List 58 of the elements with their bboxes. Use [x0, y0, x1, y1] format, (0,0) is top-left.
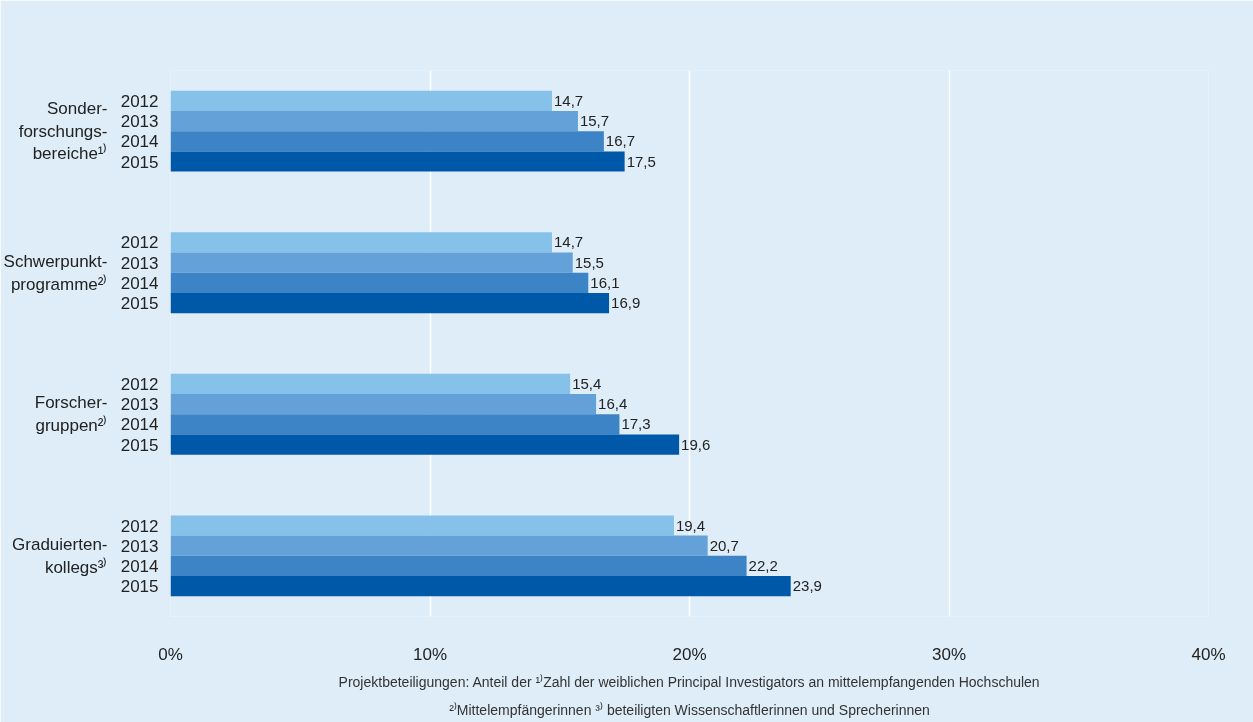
series-label: 2012 [120, 91, 159, 111]
y-tick-label: Forscher- gruppen²⁾ [34, 393, 108, 436]
bar [170, 292, 610, 314]
bar [170, 535, 708, 556]
text: 2013 [120, 253, 159, 273]
text: 2012 [120, 374, 159, 394]
data-label: 22,2 [748, 556, 778, 574]
text: 2015 [120, 577, 159, 597]
text: 2014 [120, 556, 159, 576]
text: Projektbeteiligungen: Anteil der ¹⁾Zahl der weiblichen Principal Investigators an mittelempfangenden Hochschulen ²⁾Mittelempfängerinnen ³⁾ beteiligten Wissenschaftlerinnen und Sprecherinnen [338, 673, 1040, 718]
text: 2013 [120, 536, 159, 556]
series-label: 2013 [120, 112, 159, 132]
data-label: 17,5 [626, 152, 656, 170]
text: 2014 [120, 273, 159, 293]
bar [170, 373, 571, 395]
series-label: 2014 [120, 132, 159, 152]
data-label: 16,4 [598, 395, 628, 413]
x-tick-label: 20% [672, 644, 707, 664]
series-label: 2015 [120, 152, 159, 172]
bar [170, 252, 573, 273]
bar [170, 90, 552, 111]
text: 2015 [120, 435, 159, 455]
x-tick-label: 10% [412, 644, 448, 664]
data-label: 17,3 [621, 415, 651, 433]
bar [170, 515, 674, 536]
bar [170, 414, 620, 435]
bar [170, 110, 578, 132]
y-tick-label: Schwerpunkt- programme²⁾ [3, 251, 108, 294]
data-label: 16,7 [605, 132, 636, 150]
x-tick-label: 0% [158, 644, 183, 664]
bar [170, 272, 589, 293]
bar [170, 576, 791, 597]
text: 2014 [120, 415, 159, 435]
bar [170, 151, 625, 172]
data-label: 15,7 [579, 112, 610, 130]
text: 2013 [120, 395, 159, 415]
x-tick-label: 30% [931, 644, 967, 664]
data-label: 14,7 [553, 91, 584, 109]
text: 2012 [120, 233, 159, 253]
data-label: 15,4 [572, 374, 602, 392]
data-label: 19,4 [675, 516, 706, 534]
y-tick-label: Sonder- forschungs- bereiche¹⁾ [18, 98, 108, 164]
text: 2012 [120, 516, 159, 536]
data-label: 19,6 [681, 435, 711, 453]
data-label: 23,9 [792, 577, 822, 595]
y-tick-label: Graduierten- kollegs³⁾ [12, 534, 108, 577]
bar [170, 555, 747, 577]
data-label: 20,7 [709, 536, 739, 554]
bar [170, 434, 680, 455]
data-label: 14,7 [553, 233, 584, 251]
x-tick-label: 40% [1191, 644, 1226, 664]
data-label: 15,5 [574, 253, 604, 271]
bar [170, 232, 552, 253]
bar [170, 394, 597, 415]
text: 2015 [120, 294, 159, 314]
data-label: 16,9 [611, 294, 641, 312]
data-label: 16,1 [590, 273, 620, 291]
bar [170, 131, 604, 152]
